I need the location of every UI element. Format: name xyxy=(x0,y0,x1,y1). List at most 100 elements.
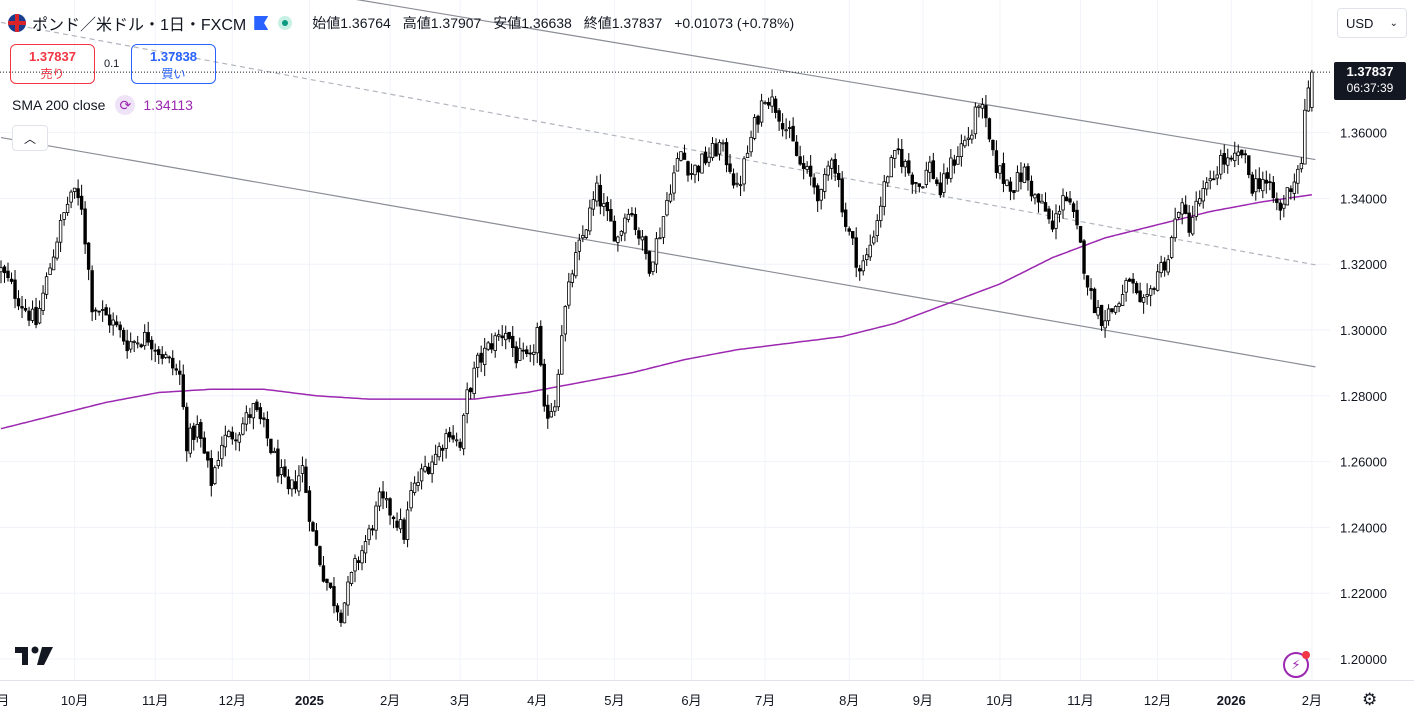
candle xyxy=(903,159,907,177)
candle-body xyxy=(1205,182,1209,190)
sma-value: 1.34113 xyxy=(143,97,193,113)
candle xyxy=(1215,166,1219,186)
refresh-icon[interactable]: ⟳ xyxy=(115,95,136,115)
gear-icon[interactable]: ⚙ xyxy=(1362,690,1378,709)
candle-body xyxy=(1113,306,1118,313)
candle xyxy=(1008,177,1013,201)
candle xyxy=(731,168,736,189)
candle-body xyxy=(763,102,767,104)
candle xyxy=(1247,155,1251,179)
candle-body xyxy=(735,182,739,185)
candle xyxy=(1261,171,1265,199)
candle-body xyxy=(928,161,932,173)
candle-body xyxy=(451,435,455,440)
candle-body xyxy=(658,237,662,240)
candle xyxy=(1054,204,1058,240)
candle-body xyxy=(1268,181,1272,184)
symbol-title[interactable]: ポンド／米ドル・1日・FXCM xyxy=(32,17,247,34)
candle xyxy=(475,352,480,378)
candle-body xyxy=(1138,290,1142,303)
candle-body xyxy=(1183,204,1188,214)
candle-body xyxy=(1008,181,1013,192)
candle xyxy=(1208,170,1212,190)
candle-body xyxy=(581,235,585,239)
candle xyxy=(1257,167,1261,193)
candle xyxy=(1278,199,1283,221)
candle xyxy=(1198,190,1202,207)
market-flag-icon[interactable] xyxy=(254,16,269,30)
candle-body xyxy=(1117,303,1121,307)
candle-body xyxy=(567,281,571,306)
candle-body xyxy=(388,498,392,516)
candle-body xyxy=(283,466,287,477)
candle-body xyxy=(998,165,1002,174)
candle-body xyxy=(773,98,778,113)
candle xyxy=(654,232,659,274)
lightning-icon[interactable]: ⚡ xyxy=(1283,651,1310,678)
candle-body xyxy=(34,306,38,326)
candle-body xyxy=(255,401,259,411)
candle-body xyxy=(20,306,24,309)
candle xyxy=(153,343,157,362)
candle-body xyxy=(258,407,263,420)
candle xyxy=(700,153,704,174)
price-tick-label: 1.32000 xyxy=(1340,257,1387,272)
candle-body xyxy=(963,139,967,147)
candle-body xyxy=(770,96,774,107)
candle xyxy=(314,523,319,547)
candle xyxy=(931,152,936,180)
candle xyxy=(216,451,221,469)
gbp-flag-icon xyxy=(8,14,26,32)
candle-body xyxy=(1247,155,1251,176)
candle-body xyxy=(549,411,553,418)
currency-selector[interactable]: USD ⌄ xyxy=(1337,8,1407,38)
buy-button[interactable]: 1.37838 買い xyxy=(131,44,216,84)
candle xyxy=(738,175,743,196)
trend-line xyxy=(355,0,1316,161)
candle xyxy=(665,192,669,217)
candle xyxy=(889,154,893,178)
candle xyxy=(808,154,813,186)
candle-body xyxy=(752,117,757,139)
candle-body xyxy=(1229,157,1233,160)
candle-body xyxy=(430,461,434,475)
candle-body xyxy=(416,482,420,486)
candle xyxy=(395,512,399,531)
candle-body xyxy=(121,330,126,342)
candle-body xyxy=(654,238,659,265)
candle xyxy=(1205,177,1209,196)
candle xyxy=(917,183,922,193)
candle-body xyxy=(728,163,732,172)
candle-body xyxy=(37,308,42,324)
candle xyxy=(1106,304,1111,326)
candle-body xyxy=(542,363,546,407)
candle xyxy=(202,431,206,455)
candle xyxy=(991,139,995,156)
collapse-legend-button[interactable]: ︿ xyxy=(12,125,48,151)
sma-legend[interactable]: SMA 200 close ⟳ 1.34113 xyxy=(12,95,193,115)
candle xyxy=(707,147,711,167)
candle-body xyxy=(1029,180,1034,197)
price-tick-label: 1.36000 xyxy=(1340,126,1387,141)
high-value: 1.37907 xyxy=(430,15,482,31)
change-value: +0.01073 (+0.78%) xyxy=(674,15,795,31)
candle xyxy=(79,184,84,215)
candle-body xyxy=(1292,181,1297,194)
tradingview-logo[interactable] xyxy=(15,645,55,667)
candle xyxy=(893,150,897,169)
candle xyxy=(819,188,823,210)
candle xyxy=(1191,205,1195,236)
candle xyxy=(41,285,45,316)
candle-body xyxy=(346,581,350,606)
candle-body xyxy=(1187,212,1191,233)
candle xyxy=(1162,257,1167,277)
candle-body xyxy=(1148,288,1153,296)
candle-body xyxy=(83,208,87,245)
sell-button[interactable]: 1.37837 売り xyxy=(10,44,95,84)
candle xyxy=(549,402,553,418)
candle xyxy=(514,341,518,369)
candle-body xyxy=(97,310,101,313)
candle-body xyxy=(514,346,518,364)
candle xyxy=(1243,149,1247,164)
